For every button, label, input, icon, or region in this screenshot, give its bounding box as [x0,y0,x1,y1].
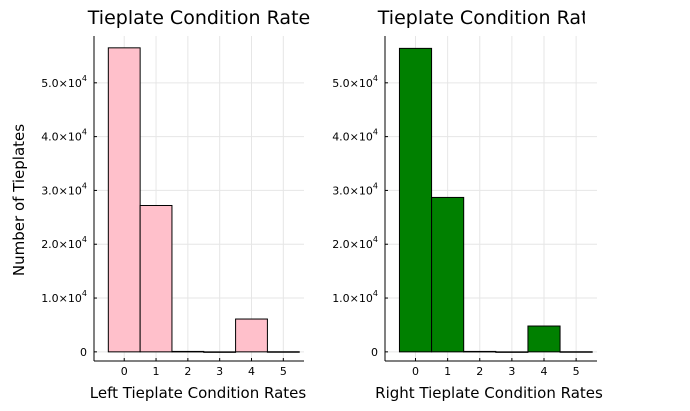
x-tick-label: 1 [153,365,160,378]
x-tick-label: 1 [444,365,451,378]
y-tick-label: 5.0×104 [332,74,378,90]
y-tick-label: 1.0×104 [41,289,87,305]
x-tick-label: 2 [184,365,191,378]
x-tick-label: 4 [248,365,255,378]
y-tick-label: 2.0×104 [332,235,378,251]
histogram-bar [171,350,205,353]
x-tick-label: 0 [412,365,419,378]
y-tick-label: 2.0×104 [41,235,87,251]
panel-title: Tieplate Condition Rate [377,7,600,29]
y-tick-label: 1.0×104 [332,289,378,305]
y-tick-label: 0 [371,346,378,359]
x-tick-label: 5 [573,365,580,378]
right-histogram-panel: Tieplate Condition Rate 0 1 2 3 4 5 0 1.0×104 2.0… [332,7,603,402]
y-tick-label: 3.0×104 [332,181,378,197]
x-tick-label: 5 [280,365,287,378]
y-tick-label: 0 [80,346,87,359]
histogram-bar [203,351,237,353]
histogram-bar [431,196,465,353]
x-tick-label: 2 [476,365,483,378]
x-tick-label: 3 [508,365,515,378]
y-axis-label: Number of Tieplates [10,124,28,276]
panel-title: Tieplate Condition Rate [87,7,310,29]
histogram-bar [398,47,433,353]
x-tick-label: 3 [216,365,223,378]
y-tick-label: 4.0×104 [332,128,378,144]
histogram-bar [139,204,173,353]
x-axis-label: Right Tieplate Condition Rates [375,384,603,402]
x-axis-label: Left Tieplate Condition Rates [90,384,307,402]
left-histogram-panel: Tieplate Condition Rate 0 1 2 3 4 5 0 1.0×104 2.0… [41,7,310,402]
y-tick-label: 5.0×104 [41,74,87,90]
histogram-bar [495,351,529,353]
histogram-bar [107,47,141,353]
histogram-bar [235,318,268,353]
x-tick-label: 4 [541,365,548,378]
y-tick-label: 3.0×104 [41,181,87,197]
histogram-bar [527,325,561,353]
x-tick-label: 0 [121,365,128,378]
histogram-bar [266,351,300,353]
histogram-bar [463,350,497,353]
y-tick-label: 4.0×104 [41,128,87,144]
histogram-bar [559,351,593,353]
